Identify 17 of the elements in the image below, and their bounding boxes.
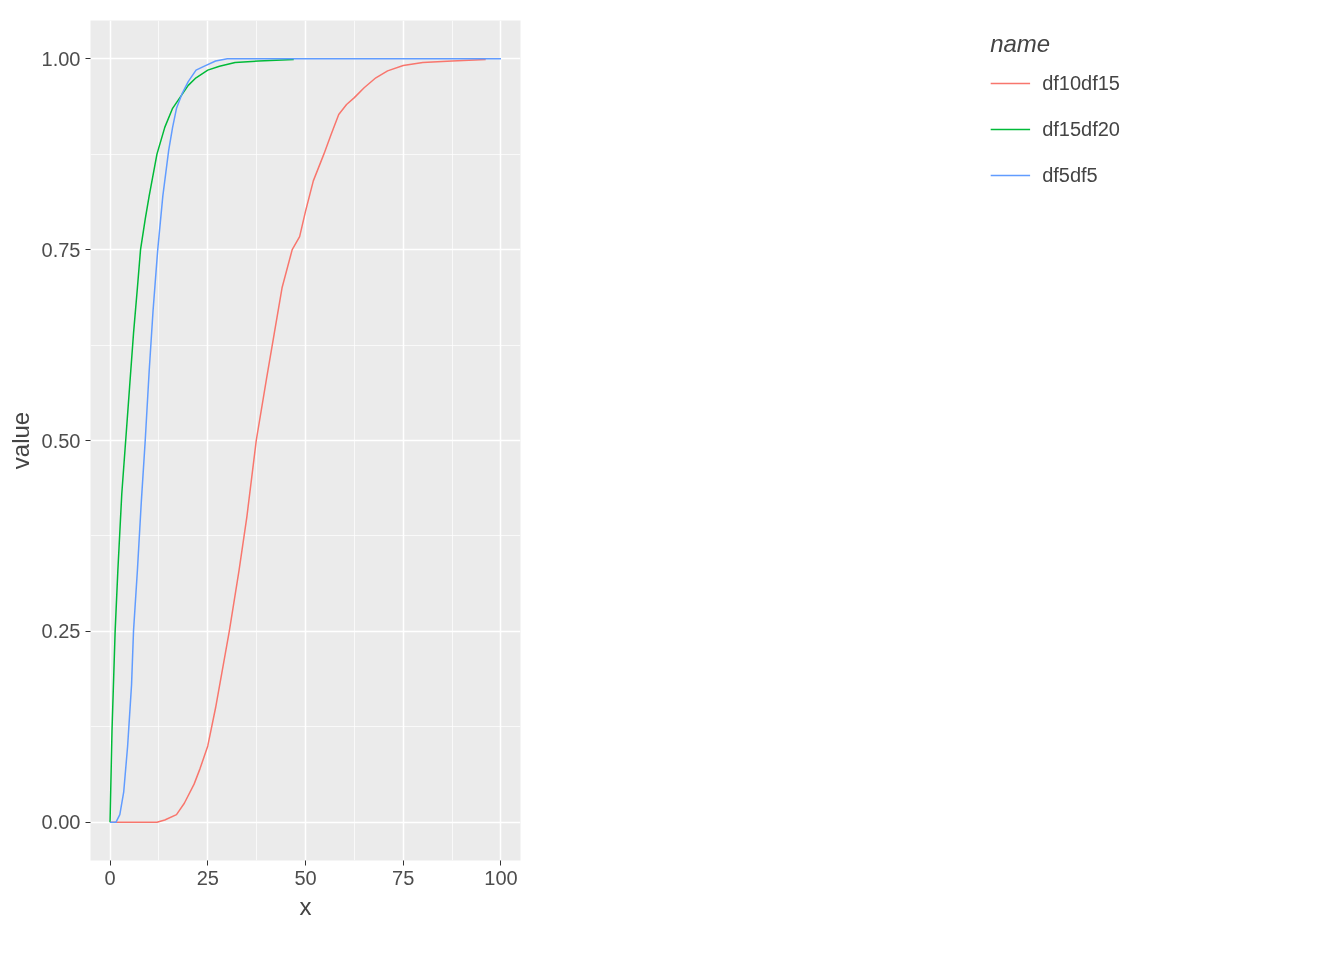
y-tick-label: 0.25: [41, 620, 81, 643]
y-tick-label: 0.75: [41, 238, 81, 261]
line-series: [109, 58, 295, 824]
x-axis-title: x: [299, 892, 312, 920]
x-tick-label: 0: [104, 866, 116, 889]
legend-title: name: [990, 30, 1052, 58]
x-tick-label: 75: [392, 866, 415, 889]
y-tick-label: 0.00: [41, 811, 81, 834]
x-tick-label: 50: [294, 866, 317, 889]
legend-label: df5df5: [1042, 163, 1098, 187]
legend-label: df15df20: [1042, 117, 1120, 141]
y-tick-label: 1.00: [41, 47, 81, 70]
x-tick-label: 100: [484, 866, 518, 889]
legend-label: df10df15: [1042, 71, 1120, 95]
y-tick-label: 0.50: [41, 429, 81, 452]
y-axis-title: value: [6, 411, 34, 470]
x-tick-label: 25: [196, 866, 219, 889]
